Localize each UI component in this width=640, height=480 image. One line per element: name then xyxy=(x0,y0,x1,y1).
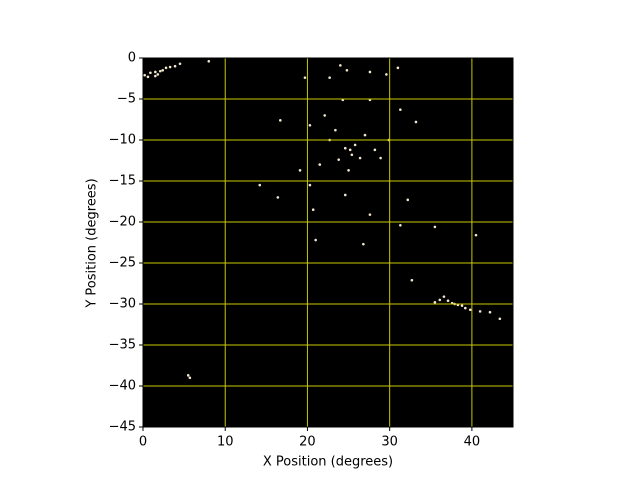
star-point xyxy=(337,158,340,161)
star-point xyxy=(348,148,352,152)
x-tick-label: 10 xyxy=(217,435,234,450)
star-point xyxy=(373,148,377,152)
star-point xyxy=(379,156,382,160)
star-point xyxy=(358,156,362,160)
star-point xyxy=(318,163,322,166)
star-point xyxy=(173,64,177,68)
star-point xyxy=(353,143,357,147)
star-point xyxy=(460,304,464,307)
y-tick-label: −30 xyxy=(109,297,136,312)
star-point xyxy=(345,69,349,72)
x-axis-label: X Position (degrees) xyxy=(263,455,393,470)
star-point xyxy=(399,223,402,227)
plot-frame xyxy=(142,57,514,428)
y-tick-label: −20 xyxy=(109,215,136,230)
star-point xyxy=(158,69,162,73)
y-tick-label: −15 xyxy=(109,174,136,189)
y-tick-label: −25 xyxy=(109,256,136,271)
star-point xyxy=(207,59,211,63)
star-point xyxy=(149,71,152,75)
y-tick-label: −45 xyxy=(109,420,136,435)
star-point xyxy=(328,76,331,79)
star-point xyxy=(188,376,192,380)
star-point xyxy=(343,193,347,197)
x-tick-label: 20 xyxy=(299,435,316,450)
y-tick-label: −10 xyxy=(109,133,136,148)
x-tick-label: 30 xyxy=(381,435,398,450)
star-point xyxy=(478,310,482,313)
star-point xyxy=(414,120,418,124)
star-point xyxy=(468,308,472,312)
star-point xyxy=(323,114,327,117)
y-tick-label: 0 xyxy=(128,51,136,66)
star-point xyxy=(438,298,442,302)
star-point xyxy=(154,70,157,74)
star-point xyxy=(334,128,337,132)
star-point xyxy=(186,374,190,377)
star-point xyxy=(298,169,302,172)
star-point xyxy=(399,108,402,111)
star-point xyxy=(347,169,350,172)
star-point xyxy=(498,317,502,321)
star-point xyxy=(442,295,446,298)
star-point xyxy=(146,75,150,79)
star-point xyxy=(311,208,315,211)
star-point xyxy=(308,183,312,187)
star-point xyxy=(143,73,146,77)
star-point xyxy=(161,69,165,72)
y-tick-label: −40 xyxy=(109,379,136,394)
star-point xyxy=(343,146,347,150)
star-point xyxy=(474,233,478,237)
star-point xyxy=(363,133,367,137)
star-point xyxy=(168,65,172,69)
star-point xyxy=(178,62,182,66)
y-tick-label: −35 xyxy=(109,338,136,353)
star-point xyxy=(410,278,414,282)
star-point xyxy=(156,73,160,76)
star-point xyxy=(385,73,388,76)
star-point xyxy=(308,123,312,127)
star-point xyxy=(154,74,157,78)
star-point xyxy=(368,213,372,216)
star-point xyxy=(368,70,372,74)
star-point xyxy=(362,242,365,246)
star-point xyxy=(433,301,437,304)
x-tick-label: 40 xyxy=(464,435,481,450)
star-point xyxy=(488,310,492,314)
star-point xyxy=(303,76,307,79)
star-point xyxy=(446,299,450,303)
star-point xyxy=(276,196,280,199)
star-point xyxy=(464,306,467,310)
star-point xyxy=(314,238,317,242)
x-tick-label: 0 xyxy=(139,435,147,450)
star-point xyxy=(258,183,262,187)
star-point xyxy=(279,119,282,122)
star-point xyxy=(396,66,400,70)
plot-area xyxy=(143,58,513,427)
y-tick-label: −5 xyxy=(117,92,136,107)
star-point xyxy=(433,225,437,229)
y-axis-label: Y Position (degrees) xyxy=(85,178,100,308)
star-point xyxy=(339,64,342,67)
star-point xyxy=(350,153,354,157)
star-point xyxy=(164,66,168,70)
star-point xyxy=(406,198,410,202)
